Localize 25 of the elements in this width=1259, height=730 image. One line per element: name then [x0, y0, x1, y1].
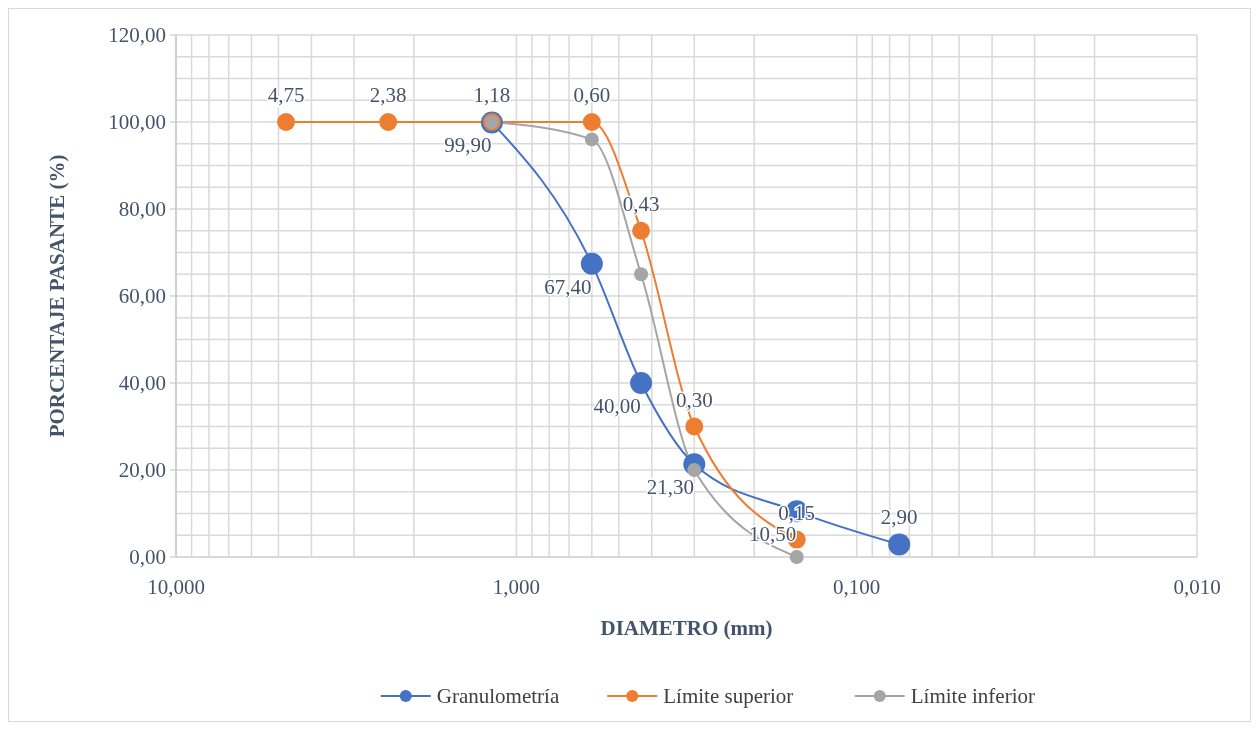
annotation: 1,18 — [473, 83, 511, 107]
x-axis-title: DIAMETRO (mm) — [600, 616, 773, 640]
legend-label: Límite superior — [663, 684, 794, 708]
data-label: 99,90 — [444, 133, 492, 158]
x-tick-label: 1,000 — [492, 575, 540, 599]
x-tick-label: 10,000 — [147, 575, 205, 599]
y-tick-label: 40,00 — [118, 371, 166, 395]
y-tick-label: 100,00 — [108, 110, 166, 134]
y-tick-label: 60,00 — [118, 284, 166, 308]
annotation: 0,60 — [573, 83, 611, 107]
x-tick-label: 0,010 — [1173, 575, 1221, 599]
y-tick-label: 80,00 — [118, 197, 166, 221]
y-axis-title: PORCENTAJE PASANTE (%) — [45, 154, 69, 438]
legend-label: Granulometría — [436, 684, 560, 708]
y-tick-label: 20,00 — [118, 458, 166, 482]
data-label: 67,40 — [544, 274, 592, 299]
x-tick-label: 0,100 — [833, 575, 881, 599]
data-label: 2,90 — [880, 505, 918, 530]
y-tick-label: 0,00 — [129, 545, 166, 569]
annotation: 2,38 — [369, 83, 407, 107]
legend-label: Límite inferior — [910, 684, 1035, 708]
data-label: 21,30 — [646, 475, 694, 500]
annotation: 4,75 — [267, 83, 305, 107]
y-tick-label: 120,00 — [108, 23, 166, 47]
data-label: 40,00 — [593, 394, 641, 418]
